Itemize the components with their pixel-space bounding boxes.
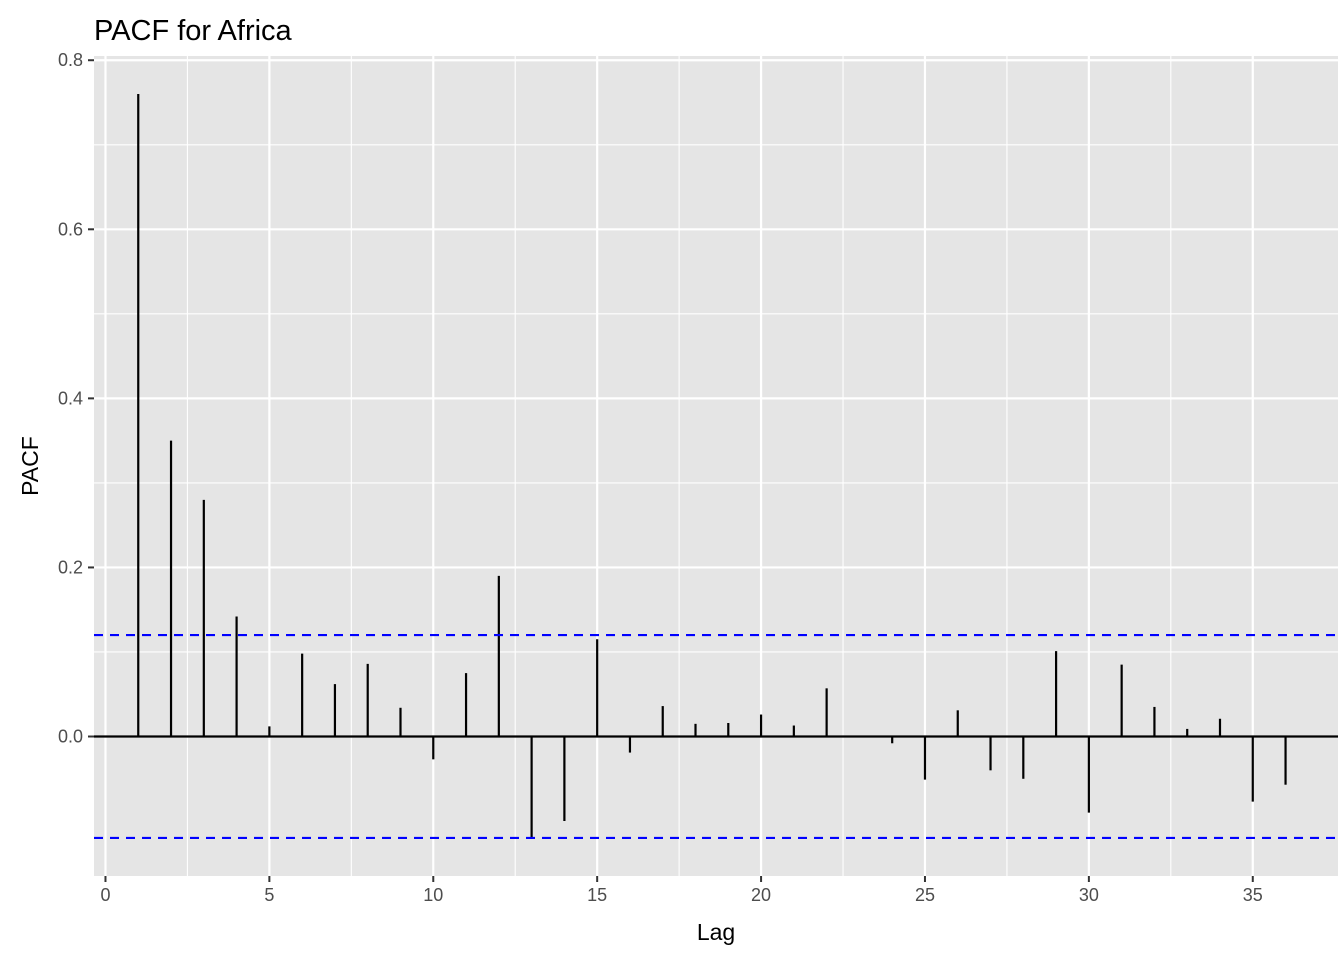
- y-axis-title: PACF: [17, 436, 43, 496]
- chart-title: PACF for Africa: [94, 15, 293, 47]
- grid-minor: [94, 56, 1338, 876]
- x-tick-label: 35: [1243, 885, 1263, 905]
- x-tick-label: 20: [751, 885, 771, 905]
- x-tick-label: 5: [264, 885, 274, 905]
- y-tick-label: 0.8: [58, 50, 83, 70]
- y-tick-label: 0.4: [58, 388, 83, 408]
- x-tick-label: 0: [100, 885, 110, 905]
- plot-panel: [94, 56, 1338, 876]
- y-tick-label: 0.0: [58, 727, 83, 747]
- x-axis: 0 5 10 15 20 25 30 35: [100, 876, 1263, 905]
- y-tick-label: 0.2: [58, 557, 83, 577]
- x-tick-label: 10: [423, 885, 443, 905]
- y-tick-label: 0.6: [58, 219, 83, 239]
- x-axis-title: Lag: [697, 919, 735, 945]
- x-tick-label: 15: [587, 885, 607, 905]
- x-tick-label: 30: [1079, 885, 1099, 905]
- x-tick-label: 25: [915, 885, 935, 905]
- y-axis: 0.0 0.2 0.4 0.6 0.8: [58, 50, 94, 747]
- pacf-bars: [137, 94, 1287, 838]
